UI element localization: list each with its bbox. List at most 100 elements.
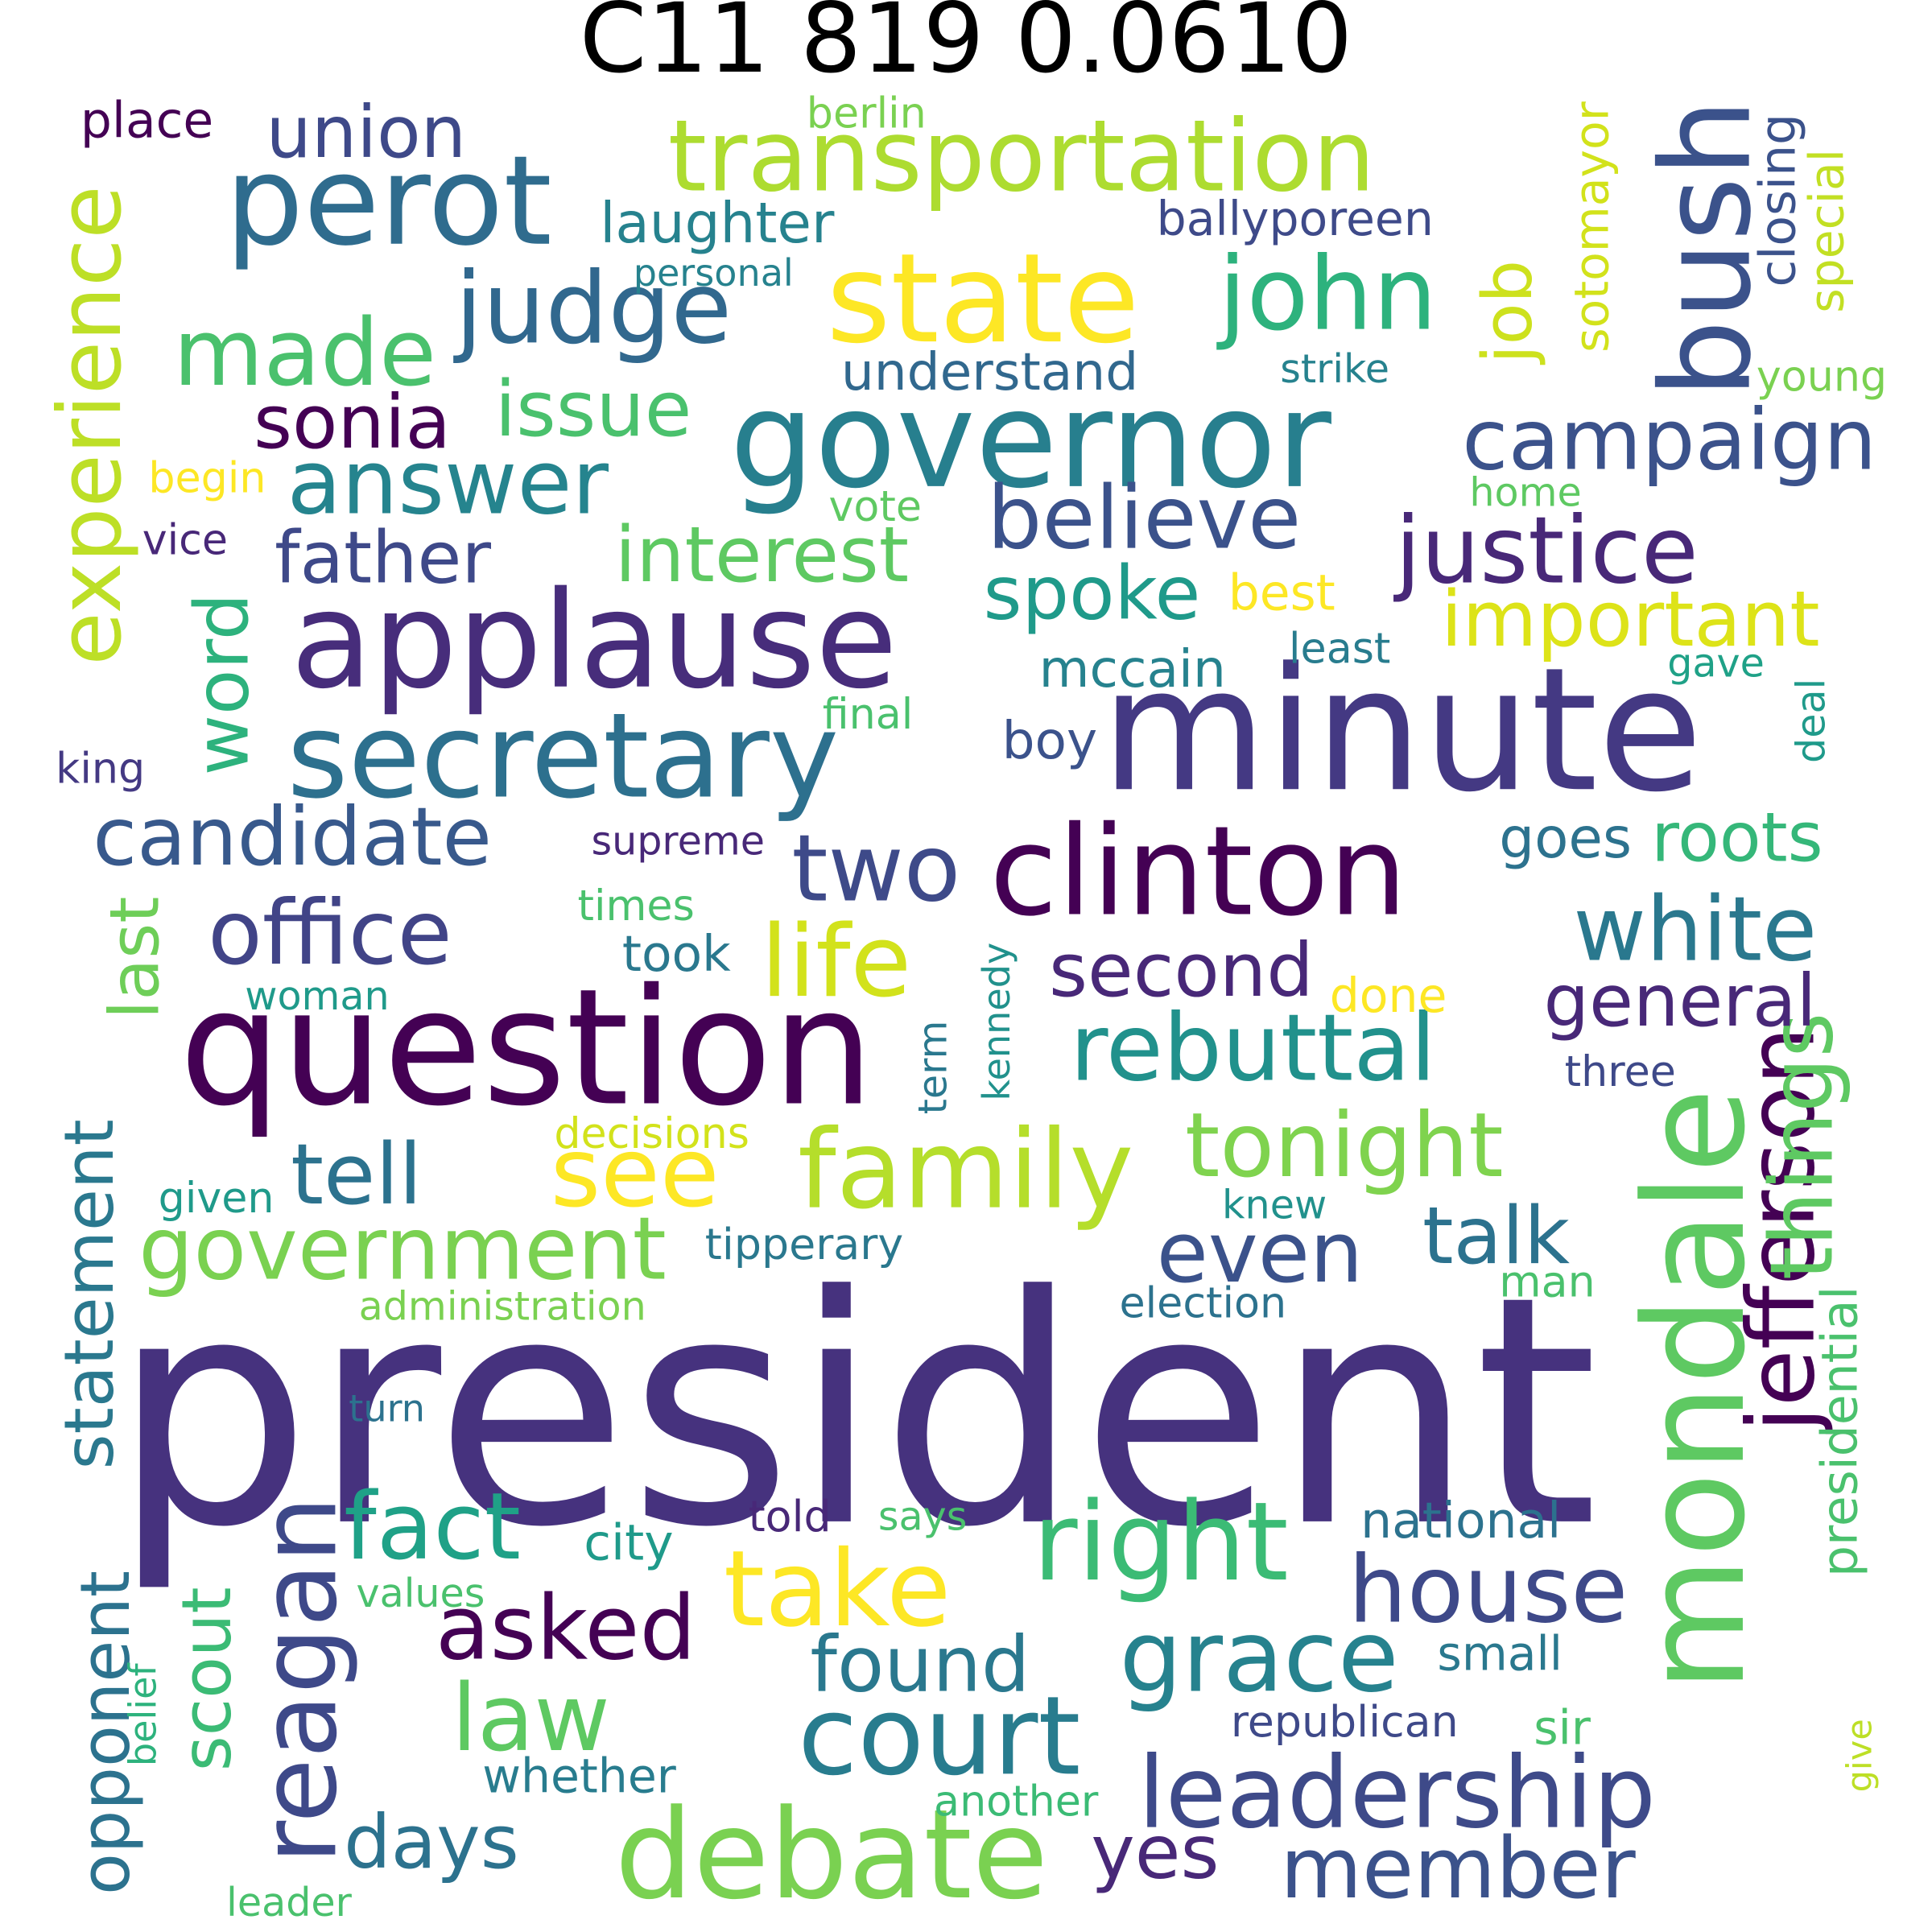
word-place: place <box>80 93 214 150</box>
word-governor: governor <box>729 363 1331 518</box>
word-question: question <box>179 953 874 1142</box>
word-scout: scout <box>167 1587 246 1772</box>
word-vice: vice <box>142 515 229 566</box>
word-turn: turn <box>349 1387 425 1431</box>
word-family: family <box>798 1105 1134 1233</box>
word-kennedy: kennedy <box>976 942 1020 1101</box>
word-campaign: campaign <box>1462 392 1877 490</box>
word-spoke: spoke <box>983 550 1201 638</box>
word-rebuttal: rebuttal <box>1070 993 1437 1103</box>
word-right: right <box>1032 1478 1289 1606</box>
word-applause: applause <box>291 564 898 719</box>
word-reagan: reagan <box>238 1496 361 1864</box>
word-things: things <box>1751 1012 1853 1281</box>
word-life: life <box>760 904 912 1020</box>
word-man: man <box>1499 1257 1596 1308</box>
word-best: best <box>1228 565 1335 622</box>
word-decisions: decisions <box>554 1109 749 1159</box>
word-whether: whether <box>482 1748 676 1804</box>
word-tipperary: tipperary <box>704 1220 904 1270</box>
word-asked: asked <box>435 1575 696 1680</box>
word-final: final <box>822 690 914 740</box>
word-three: three <box>1564 1047 1676 1097</box>
word-debate: debate <box>614 1782 1049 1927</box>
word-yes: yes <box>1091 1809 1220 1897</box>
word-last: last <box>95 896 175 1020</box>
word-court: court <box>798 1672 1081 1800</box>
word-republican: republican <box>1230 1698 1459 1748</box>
word-perot: perot <box>225 128 552 274</box>
word-home: home <box>1469 469 1582 516</box>
word-transportation: transportation <box>667 98 1376 214</box>
word-justice: justice <box>1395 496 1699 605</box>
word-belief: belief <box>122 1663 166 1767</box>
word-done: done <box>1329 968 1447 1023</box>
word-young: young <box>1756 352 1888 402</box>
word-made: made <box>173 298 437 407</box>
word-union: union <box>266 90 467 175</box>
word-berlin: berlin <box>806 89 927 139</box>
word-given: given <box>158 1174 275 1224</box>
word-law: law <box>451 1663 610 1773</box>
word-laughter: laughter <box>600 190 835 257</box>
word-told: told <box>748 1492 832 1543</box>
word-believe: believe <box>987 467 1302 569</box>
word-president: president <box>111 1229 1599 1597</box>
word-deal: deal <box>1787 678 1835 764</box>
word-interest: interest <box>614 510 910 601</box>
word-second: second <box>1048 927 1314 1014</box>
word-took: took <box>621 926 731 984</box>
word-tell: tell <box>291 1126 423 1225</box>
word-john: john <box>1218 236 1438 354</box>
word-clinton: clinton <box>989 799 1408 944</box>
word-leadership: leadership <box>1137 1735 1656 1851</box>
word-national: national <box>1360 1492 1562 1550</box>
word-sonia: sonia <box>253 379 451 467</box>
word-days: days <box>344 1799 519 1887</box>
word-minute: minute <box>1100 630 1703 830</box>
word-goes: goes <box>1499 805 1633 871</box>
word-statement: statement <box>49 1119 129 1470</box>
word-knew: knew <box>1222 1181 1327 1228</box>
word-found: found <box>810 1619 1030 1710</box>
word-term: term <box>909 1020 956 1115</box>
word-two: two <box>791 814 961 923</box>
word-give: give <box>1839 1719 1880 1793</box>
word-values: values <box>356 1569 485 1617</box>
word-begin: begin <box>148 453 266 504</box>
word-special: special <box>1799 149 1855 313</box>
word-election: election <box>1119 1278 1287 1329</box>
word-another: another <box>934 1777 1099 1827</box>
word-administration: administration <box>358 1282 646 1330</box>
word-talk: talk <box>1422 1191 1571 1283</box>
word-house: house <box>1348 1534 1629 1645</box>
word-sotomayor: sotomayor <box>1564 101 1620 353</box>
word-leader: leader <box>226 1878 352 1926</box>
word-woman: woman <box>245 972 390 1020</box>
word-vote: vote <box>828 482 922 532</box>
word-supreme: supreme <box>591 817 765 865</box>
word-experience: experience <box>39 185 142 666</box>
word-father: father <box>275 515 491 601</box>
word-mccain: mccain <box>1038 638 1226 700</box>
word-grace: grace <box>1119 1599 1399 1715</box>
word-strike: strike <box>1280 345 1390 393</box>
word-take: take <box>723 1529 952 1652</box>
word-even: even <box>1156 1204 1364 1302</box>
word-fact: fact <box>344 1472 521 1581</box>
word-office: office <box>208 880 452 985</box>
word-king: king <box>56 744 146 795</box>
word-government: government <box>138 1198 667 1300</box>
word-answer: answer <box>287 430 609 535</box>
word-candidate: candidate <box>93 791 492 885</box>
word-closing: closing <box>1750 113 1807 287</box>
word-sir: sir <box>1534 1700 1591 1756</box>
word-boy: boy <box>1001 709 1098 771</box>
word-city: city <box>584 1515 674 1572</box>
word-tonight: tonight <box>1184 1093 1504 1198</box>
word-says: says <box>877 1492 968 1540</box>
word-important: important <box>1441 573 1820 665</box>
word-issue: issue <box>494 363 692 454</box>
